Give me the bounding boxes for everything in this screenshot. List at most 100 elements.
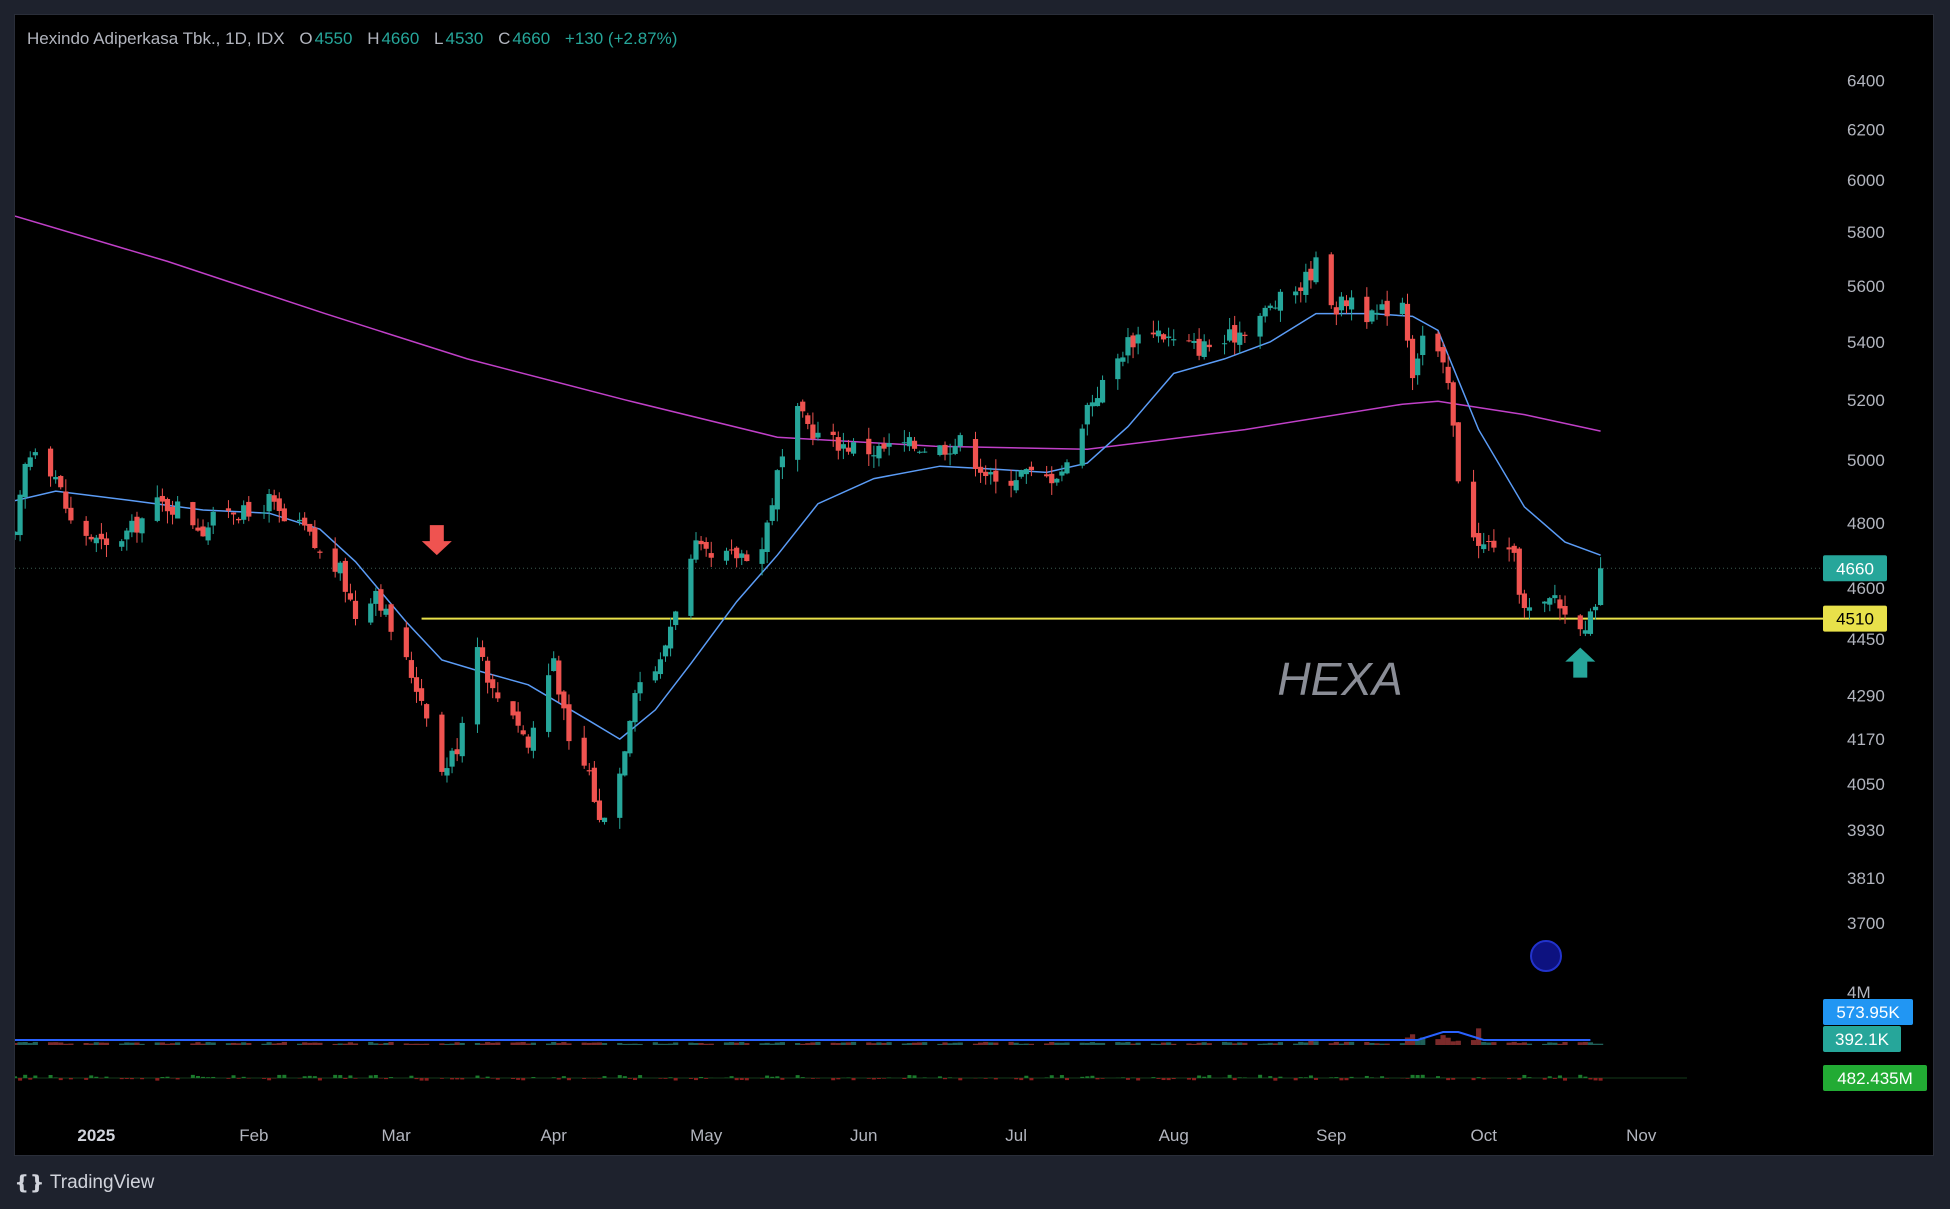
candle-body bbox=[779, 456, 785, 468]
volume-bar bbox=[1232, 1043, 1238, 1045]
indicator-bar bbox=[912, 1075, 917, 1078]
candle-body bbox=[281, 508, 287, 522]
close-label: C bbox=[498, 29, 511, 48]
indicator-bar bbox=[414, 1078, 419, 1080]
candle-body bbox=[510, 701, 516, 716]
volume-bar bbox=[485, 1042, 491, 1045]
candle-body bbox=[556, 660, 562, 695]
volume-bar bbox=[764, 1042, 770, 1045]
volume-bar bbox=[403, 1043, 409, 1045]
candle-body bbox=[1470, 481, 1477, 538]
candle-body bbox=[352, 600, 359, 619]
candle-body bbox=[1018, 470, 1024, 477]
indicator-bar bbox=[84, 1078, 89, 1080]
y-tick-label: 5400 bbox=[1847, 333, 1885, 352]
candle-body bbox=[424, 704, 430, 719]
volume-bar bbox=[942, 1042, 948, 1045]
chart-canvas[interactable]: HEXA 3700 3810 3930 4050 4170 4290 4450 4600 480… bbox=[15, 15, 1934, 1156]
candle-body bbox=[1587, 611, 1594, 634]
candle-body bbox=[271, 495, 277, 502]
candle-body bbox=[723, 550, 730, 561]
watermark-text: HEXA bbox=[1277, 653, 1402, 705]
chart-frame[interactable]: HEXA 3700 3810 3930 4050 4170 4290 4450 4600 480… bbox=[14, 14, 1934, 1156]
indicator-bar bbox=[1349, 1076, 1354, 1078]
volume-bar bbox=[911, 1042, 918, 1045]
candle-body bbox=[68, 507, 74, 521]
candle-body bbox=[1099, 379, 1106, 403]
volume-bar bbox=[1384, 1043, 1390, 1045]
indicator-bar bbox=[1344, 1078, 1349, 1081]
candle-body bbox=[591, 767, 597, 802]
candle-body bbox=[1409, 338, 1416, 379]
change-value: +130 (+2.87%) bbox=[564, 29, 678, 48]
indicator-bar bbox=[734, 1078, 739, 1081]
candle-body bbox=[871, 455, 877, 457]
volume-bar bbox=[68, 1043, 74, 1045]
volume-bar bbox=[1186, 1043, 1192, 1045]
volume-bar bbox=[546, 1043, 552, 1045]
candle-body bbox=[1166, 336, 1172, 338]
volume-bar bbox=[1404, 1037, 1411, 1045]
volume-bar bbox=[1135, 1042, 1141, 1045]
candle-body bbox=[124, 530, 130, 540]
indicator-bar bbox=[775, 1076, 780, 1078]
volume-bar bbox=[1293, 1043, 1299, 1045]
indicator-bar bbox=[1268, 1076, 1273, 1078]
volume-bar bbox=[591, 1042, 597, 1045]
candle-body bbox=[15, 531, 18, 536]
indicator-bar bbox=[1588, 1078, 1593, 1080]
indicator-bar bbox=[1364, 1075, 1369, 1078]
candle-body bbox=[1023, 469, 1029, 475]
ma-slow-line bbox=[15, 215, 1601, 451]
indicator-bar bbox=[201, 1076, 206, 1078]
volume-bar bbox=[703, 1043, 709, 1045]
volume-bar bbox=[261, 1043, 267, 1045]
volume-bar bbox=[32, 1041, 38, 1045]
indicator-bar bbox=[94, 1076, 99, 1078]
volume-bar bbox=[154, 1042, 160, 1045]
volume-bar bbox=[673, 1042, 679, 1045]
candle-body bbox=[708, 553, 714, 558]
volume-bar bbox=[302, 1042, 308, 1045]
indicator-bar bbox=[1227, 1074, 1232, 1078]
candle-body bbox=[1343, 300, 1350, 307]
candle-body bbox=[1257, 315, 1263, 337]
x-tick-label: May bbox=[690, 1126, 723, 1145]
candle-body bbox=[449, 750, 455, 767]
volume-bar bbox=[952, 1042, 958, 1045]
candle-body bbox=[230, 512, 237, 515]
candle-body bbox=[479, 647, 486, 657]
candle-body bbox=[383, 608, 389, 615]
indicator-bar bbox=[688, 1078, 693, 1079]
indicator-bar bbox=[368, 1075, 373, 1078]
indicator-bar bbox=[1273, 1078, 1278, 1081]
candle-body bbox=[1379, 304, 1385, 310]
indicator-bar bbox=[1314, 1078, 1319, 1080]
volume-bar bbox=[850, 1041, 857, 1045]
candle-body bbox=[418, 688, 425, 701]
volume-bar bbox=[210, 1042, 216, 1045]
volume-bar bbox=[988, 1042, 994, 1045]
brand-name[interactable]: TradingView bbox=[49, 1172, 155, 1193]
candle-body bbox=[759, 549, 765, 564]
y-tick-label: 4050 bbox=[1847, 775, 1885, 794]
candle-body bbox=[307, 523, 313, 532]
indicator-bar bbox=[770, 1076, 775, 1078]
candle-body bbox=[378, 589, 384, 611]
indicator-bar bbox=[236, 1078, 241, 1079]
y-tick-label: 3930 bbox=[1847, 821, 1885, 840]
volume-bar bbox=[957, 1042, 963, 1045]
volume-bar bbox=[530, 1042, 536, 1045]
indicator-bar bbox=[140, 1078, 145, 1080]
indicator-bar bbox=[1125, 1078, 1130, 1080]
candle-body bbox=[840, 444, 846, 449]
volume-bar bbox=[1526, 1043, 1533, 1045]
tradingview-logo-icon[interactable]: ❴❵ bbox=[14, 1172, 45, 1194]
indicator-bar bbox=[1049, 1075, 1054, 1078]
volume-bar bbox=[317, 1042, 323, 1045]
candle-body bbox=[459, 722, 465, 757]
candle-body bbox=[1242, 334, 1248, 336]
x-tick-label: Feb bbox=[239, 1126, 268, 1145]
candle-body bbox=[830, 431, 836, 435]
indicator-bar bbox=[1085, 1076, 1090, 1078]
